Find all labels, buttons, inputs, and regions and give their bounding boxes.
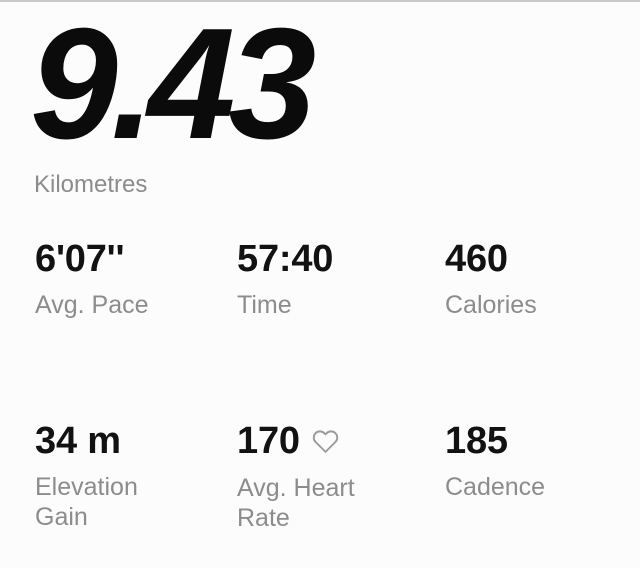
top-divider xyxy=(0,0,640,2)
stat-elevation-gain: 34 m Elevation Gain xyxy=(35,422,237,533)
stat-avg-heart-rate: 170 Avg. Heart Rate xyxy=(237,422,445,533)
stat-label: Calories xyxy=(445,291,537,319)
distance-unit-label: Kilometres xyxy=(34,171,148,198)
stat-label: Elevation Gain xyxy=(35,473,138,531)
stat-label: Avg. Pace xyxy=(35,291,149,319)
stats-row-2: 34 m Elevation Gain 170 Avg. Heart Rate … xyxy=(0,422,640,533)
stat-value: 57:40 xyxy=(237,238,334,280)
heart-outline-icon xyxy=(312,423,339,461)
stat-label: Time xyxy=(237,291,292,319)
distance-value: 9.43 xyxy=(30,0,316,172)
stat-value: 6'07'' xyxy=(35,238,125,280)
stat-value: 185 xyxy=(445,420,508,462)
stat-label: Cadence xyxy=(445,473,546,501)
stats-row-1: 6'07'' Avg. Pace 57:40 Time 460 Calories xyxy=(0,240,640,320)
stat-label: Avg. Heart Rate xyxy=(237,474,355,532)
stat-value: 460 xyxy=(445,238,508,280)
stat-value: 170 xyxy=(237,420,300,462)
stat-value: 34 m xyxy=(35,420,121,462)
stat-cadence: 185 Cadence xyxy=(445,422,640,533)
stat-calories: 460 Calories xyxy=(445,240,640,320)
stat-avg-pace: 6'07'' Avg. Pace xyxy=(35,240,237,320)
stat-time: 57:40 Time xyxy=(237,240,445,320)
